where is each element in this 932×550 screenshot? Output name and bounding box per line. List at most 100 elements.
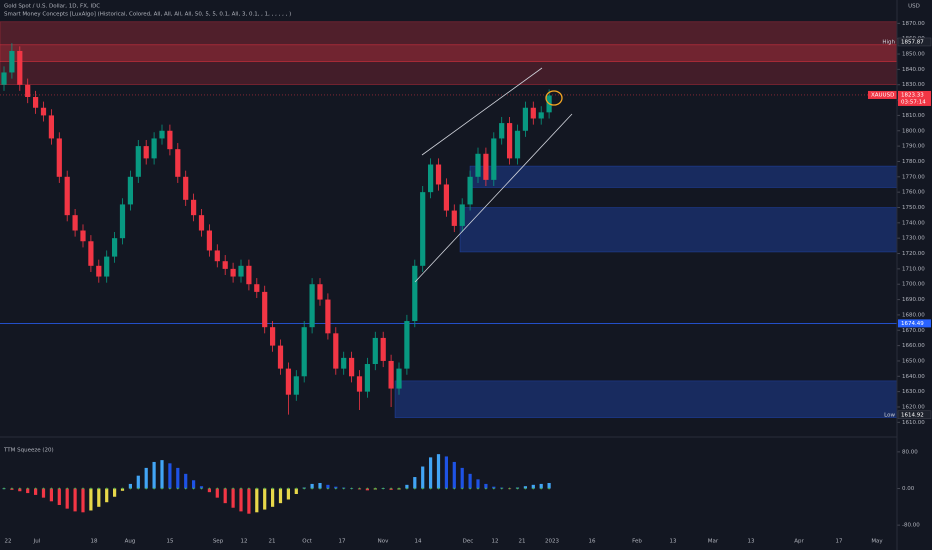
momentum-bar [120,488,125,491]
squeeze-dot [105,487,108,490]
candle-body [40,107,47,116]
x-tick-label: Mar [708,539,719,545]
y-tick-label: 1800.00 [902,128,925,134]
momentum-bar [539,483,543,489]
momentum-bar [49,488,53,502]
momentum-bar [160,460,164,489]
candle-body [246,265,252,285]
squeeze-dot [327,487,329,490]
last-price-badge [898,90,931,106]
squeeze-dot [413,487,416,490]
squeeze-dot [137,487,140,490]
squeeze-dot [453,487,456,490]
squeeze-dot [34,487,37,490]
candle-body [538,112,544,119]
momentum-bar [18,488,22,492]
momentum-bar [136,475,140,489]
squeeze-dot [358,487,361,490]
x-tick-label: 2023 [545,539,559,545]
candle-body [119,204,126,239]
candle-body [491,138,497,180]
squeeze-dot [548,487,550,490]
y-tick-label: 1690.00 [902,297,925,303]
candle-body [333,333,339,369]
candle-body [467,176,473,205]
candle-body [214,250,220,262]
squeeze-dot [74,487,76,490]
squeeze-dot [11,487,13,490]
squeeze-dot [113,487,116,490]
y-tick-label: 1750.00 [902,205,925,211]
demand-zone [459,207,898,253]
last-price-label: 1823.33 [901,92,924,98]
squeeze-dot [42,487,45,490]
momentum-bar [318,483,322,489]
wedge-lower [414,113,573,283]
candle-body [104,256,110,277]
squeeze-dot [390,487,392,490]
candle-body [143,146,149,159]
y-tick-label: 1630.00 [902,389,925,395]
momentum-bar [41,488,46,498]
momentum-bar [65,488,69,509]
symbol-title: Gold Spot / U.S. Dollar, 1D, FX, IDC [4,4,100,10]
squeeze-dot [232,487,235,490]
momentum-bar [365,488,369,491]
candle-body [530,107,536,119]
demand-zone [394,380,898,418]
squeeze-dot [287,487,290,490]
level-label: 1674.49 [901,321,924,327]
squeeze-dot [255,487,258,490]
y-tick-label: 1770.00 [902,174,925,180]
momentum-bar [405,484,409,489]
candle-body [341,357,347,369]
momentum-bar [531,484,535,489]
squeeze-dot [161,487,163,490]
candle-body [388,360,394,389]
x-tick-label: Oct [302,539,312,545]
momentum-bar [326,484,330,489]
y-tick-label: -80.00 [902,523,920,529]
squeeze-dot [58,487,61,490]
y-tick-label: 1650.00 [902,358,925,364]
momentum-bar [105,488,109,503]
candle-body [317,284,323,300]
candle-body [64,176,70,216]
candle-body [522,107,528,131]
x-tick-label: 12 [241,539,248,545]
squeeze-dot [295,487,298,490]
y-tick-label: 1670.00 [902,328,925,334]
y-tick-label: 1620.00 [902,404,925,410]
x-tick-label: 21 [269,539,276,545]
candle-body [80,230,86,242]
x-tick-label: 14 [415,539,422,545]
momentum-bar [128,483,132,489]
squeeze-dot [240,487,242,490]
y-tick-label: 1810.00 [902,113,925,119]
momentum-bar [310,483,314,489]
candle-body [483,153,489,180]
squeeze-dot [437,487,440,490]
y-tick-label: 1700.00 [902,282,925,288]
squeeze-dot [169,487,171,490]
squeeze-dot [540,487,543,490]
squeeze-dot [279,487,282,490]
candle-body [293,376,299,395]
squeeze-dot [319,487,321,490]
candle-body [309,284,315,328]
high-badge [897,37,932,47]
countdown: 03:57:14 [901,99,926,105]
x-tick-label: 17 [836,539,843,545]
candle-body [238,265,244,277]
low-tag: Low [884,412,895,418]
momentum-bar [192,480,196,489]
momentum-bar [176,467,180,489]
momentum-bar [73,488,77,512]
supply-zone [0,21,898,46]
y-tick-label: 1740.00 [902,220,925,226]
momentum-bar [523,486,527,489]
x-tick-label: 22 [5,539,12,545]
momentum-bar [294,488,298,494]
squeeze-dot [469,487,471,490]
x-tick-label: 15 [167,539,174,545]
